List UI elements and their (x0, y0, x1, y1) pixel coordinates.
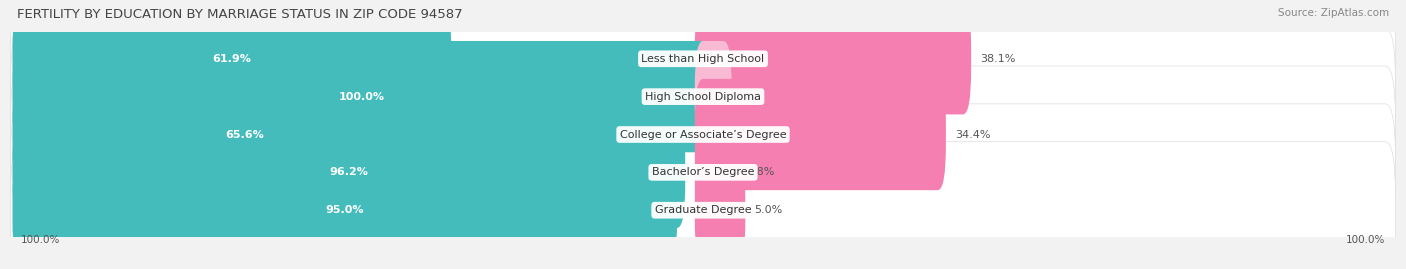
FancyBboxPatch shape (695, 3, 972, 114)
FancyBboxPatch shape (10, 104, 1396, 241)
Text: High School Diploma: High School Diploma (645, 92, 761, 102)
Text: 100.0%: 100.0% (1346, 235, 1385, 245)
Text: 100.0%: 100.0% (339, 92, 385, 102)
Text: Bachelor’s Degree: Bachelor’s Degree (652, 167, 754, 177)
Text: 0.0%: 0.0% (720, 92, 748, 102)
Text: FERTILITY BY EDUCATION BY MARRIAGE STATUS IN ZIP CODE 94587: FERTILITY BY EDUCATION BY MARRIAGE STATU… (17, 8, 463, 21)
Text: 3.8%: 3.8% (747, 167, 775, 177)
FancyBboxPatch shape (13, 41, 711, 152)
Text: 38.1%: 38.1% (980, 54, 1015, 64)
FancyBboxPatch shape (10, 28, 1396, 165)
Text: Less than High School: Less than High School (641, 54, 765, 64)
Text: 100.0%: 100.0% (21, 235, 60, 245)
FancyBboxPatch shape (13, 3, 451, 114)
Text: Graduate Degree: Graduate Degree (655, 205, 751, 215)
FancyBboxPatch shape (695, 155, 745, 266)
Text: Source: ZipAtlas.com: Source: ZipAtlas.com (1278, 8, 1389, 18)
Text: College or Associate’s Degree: College or Associate’s Degree (620, 129, 786, 140)
FancyBboxPatch shape (10, 142, 1396, 269)
Text: 61.9%: 61.9% (212, 54, 252, 64)
FancyBboxPatch shape (13, 79, 477, 190)
Text: 96.2%: 96.2% (329, 167, 368, 177)
FancyBboxPatch shape (13, 155, 678, 266)
FancyBboxPatch shape (10, 66, 1396, 203)
FancyBboxPatch shape (695, 117, 737, 228)
FancyBboxPatch shape (13, 117, 685, 228)
Text: 95.0%: 95.0% (326, 205, 364, 215)
Legend: Married, Unmarried: Married, Unmarried (619, 266, 787, 269)
Text: 34.4%: 34.4% (955, 129, 990, 140)
Text: 65.6%: 65.6% (225, 129, 264, 140)
FancyBboxPatch shape (10, 0, 1396, 127)
FancyBboxPatch shape (695, 79, 946, 190)
FancyBboxPatch shape (695, 41, 731, 152)
Text: 5.0%: 5.0% (754, 205, 782, 215)
